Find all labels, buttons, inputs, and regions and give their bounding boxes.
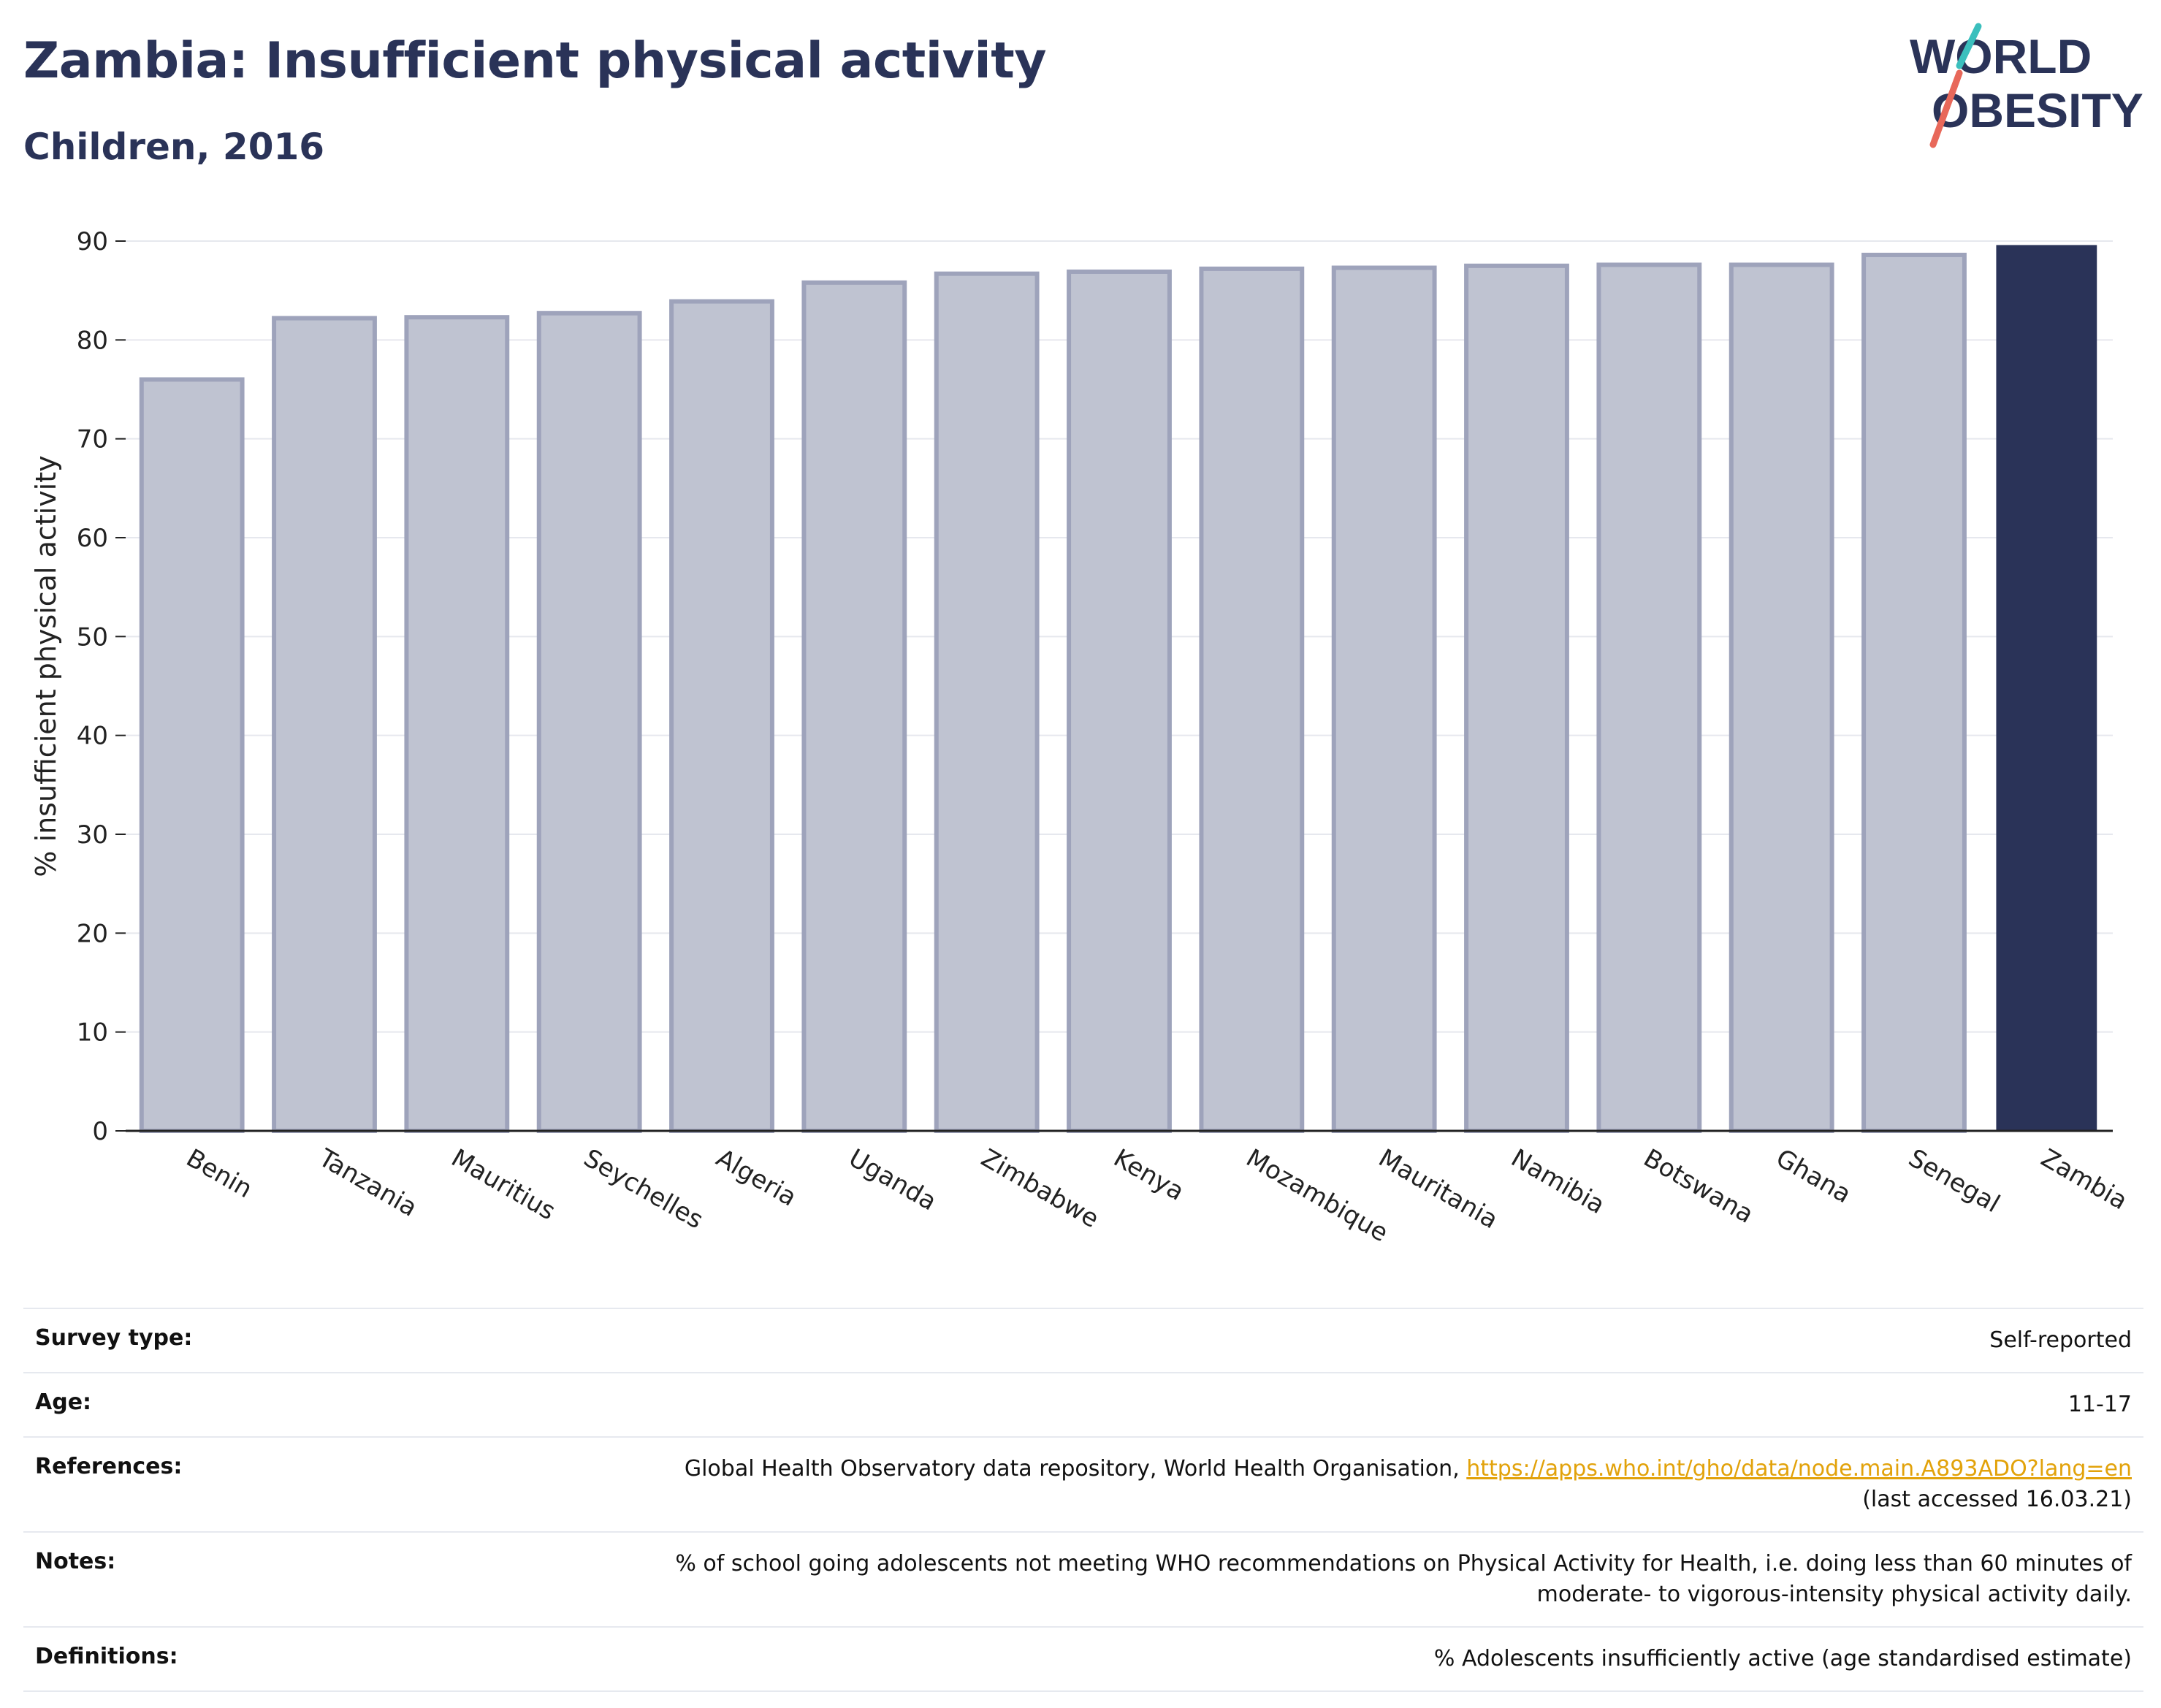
y-tick-label: 0 bbox=[92, 1117, 108, 1146]
y-tick-label: 80 bbox=[77, 326, 108, 355]
bar-uganda bbox=[801, 280, 907, 1134]
x-tick-label: Botswana bbox=[1639, 1143, 1758, 1229]
y-tick-label: 10 bbox=[77, 1018, 108, 1048]
x-tick-labels: Benin Tanzania Mauritius Seychelles Algeria U… bbox=[181, 1143, 2132, 1248]
info-value: Self-reported bbox=[412, 1308, 2143, 1373]
bar-tanzania bbox=[272, 316, 377, 1133]
y-tick-label: 60 bbox=[77, 524, 108, 553]
bar-namibia bbox=[1464, 263, 1569, 1133]
logo-line2: OBESITY bbox=[1932, 83, 2143, 137]
info-value-text: % of school going adolescents not meetin… bbox=[675, 1551, 2132, 1577]
info-value-text: Global Health Observatory data repositor… bbox=[684, 1456, 1467, 1482]
x-tick-label: Mauritius bbox=[446, 1143, 560, 1226]
y-axis-title: % insufficient physical activity bbox=[30, 455, 62, 877]
y-tick-labels: 0 10 20 30 40 50 60 70 80 90 bbox=[77, 227, 126, 1146]
bar-chart: 0 10 20 30 40 50 60 70 80 90 Benin Tanzania Mauriti… bbox=[30, 227, 2133, 1248]
info-label: References: bbox=[35, 1454, 183, 1479]
logo-slash-top bbox=[1956, 23, 1982, 69]
info-label: Notes: bbox=[35, 1549, 116, 1574]
x-tick-label: Zambia bbox=[2036, 1143, 2133, 1216]
y-tick-label: 70 bbox=[77, 425, 108, 454]
info-label: Definitions: bbox=[35, 1644, 178, 1669]
x-tick-label: Mauritania bbox=[1373, 1143, 1503, 1235]
bar-benin bbox=[139, 377, 245, 1133]
info-value-text-2: moderate- to vigorous-intensity physical… bbox=[1536, 1582, 2132, 1607]
x-tick-label: Algeria bbox=[712, 1143, 801, 1212]
chart-subtitle: Children, 2016 bbox=[23, 126, 325, 168]
info-value-text: % Adolescents insufficiently active (age… bbox=[1433, 1646, 2132, 1671]
x-tick-label: Tanzania bbox=[313, 1143, 422, 1223]
chart-title: Zambia: Insufficient physical activity bbox=[23, 32, 1047, 90]
info-row: Survey type: Self-reported bbox=[23, 1308, 2143, 1373]
x-tick-label: Uganda bbox=[844, 1143, 942, 1216]
x-tick-label: Benin bbox=[181, 1143, 257, 1204]
info-label: Survey type: bbox=[35, 1325, 193, 1351]
logo-line1: WORLD bbox=[1910, 29, 2092, 83]
x-tick-label: Namibia bbox=[1506, 1143, 1610, 1220]
bar-ghana bbox=[1729, 262, 1834, 1134]
bar-kenya bbox=[1067, 269, 1172, 1133]
bar-zimbabwe bbox=[934, 271, 1040, 1133]
y-tick-label: 50 bbox=[77, 622, 108, 652]
bar-mauritius bbox=[404, 315, 510, 1133]
info-table: Survey type: Self-reported Age: 11-17 Refere… bbox=[23, 1308, 2143, 1692]
info-value: Global Health Observatory data repositor… bbox=[412, 1437, 2143, 1532]
bar-mozambique bbox=[1199, 266, 1305, 1134]
info-label: Age: bbox=[35, 1389, 92, 1415]
bar-zambia bbox=[1996, 245, 2097, 1131]
world-obesity-logo: WORLD OBESITY bbox=[1910, 23, 2143, 148]
info-value: 11-17 bbox=[412, 1373, 2143, 1437]
x-tick-label: Zimbabwe bbox=[976, 1143, 1104, 1234]
bar-senegal bbox=[1861, 252, 1967, 1134]
x-tick-label: Ghana bbox=[1771, 1143, 1856, 1209]
x-tick-label: Kenya bbox=[1109, 1143, 1189, 1207]
info-value: % of school going adolescents not meetin… bbox=[412, 1532, 2143, 1627]
x-tick-label: Seychelles bbox=[579, 1143, 708, 1235]
reference-link[interactable]: https://apps.who.int/gho/data/node.main.… bbox=[1466, 1456, 2132, 1482]
info-row: Definitions: % Adolescents insufficiently… bbox=[23, 1627, 2143, 1691]
info-value: % Adolescents insufficiently active (age… bbox=[412, 1627, 2143, 1691]
bar-algeria bbox=[669, 299, 774, 1133]
y-tick-label: 40 bbox=[77, 722, 108, 751]
info-row: Age: 11-17 bbox=[23, 1373, 2143, 1437]
info-value-text: Self-reported bbox=[1989, 1327, 2132, 1353]
info-row: References: Global Health Observatory dat… bbox=[23, 1437, 2143, 1532]
info-row: Notes: % of school going adolescents not … bbox=[23, 1532, 2143, 1627]
info-value-text: 11-17 bbox=[2067, 1392, 2132, 1417]
bars bbox=[139, 245, 2097, 1134]
bar-seychelles bbox=[536, 310, 642, 1133]
info-value-text-2: (last accessed 16.03.21) bbox=[1862, 1487, 2132, 1512]
x-tick-label: Senegal bbox=[1904, 1143, 2005, 1219]
bar-botswana bbox=[1596, 262, 1702, 1134]
y-tick-label: 90 bbox=[77, 227, 108, 256]
logo-slash-bottom bbox=[1929, 69, 1963, 148]
bar-mauritania bbox=[1331, 265, 1437, 1133]
y-tick-label: 20 bbox=[77, 919, 108, 948]
x-tick-label: Mozambique bbox=[1241, 1143, 1393, 1248]
y-tick-label: 30 bbox=[77, 820, 108, 850]
